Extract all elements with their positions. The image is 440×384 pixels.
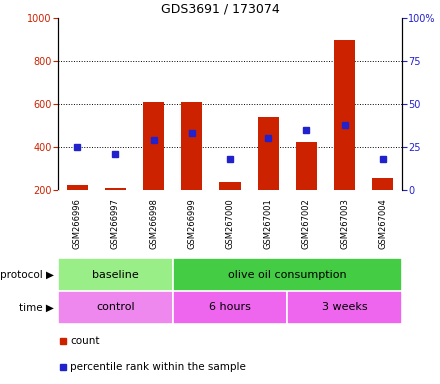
Text: 3 weeks: 3 weeks [322,303,367,313]
Text: GSM267000: GSM267000 [226,199,235,249]
Text: percentile rank within the sample: percentile rank within the sample [70,362,246,372]
Text: olive oil consumption: olive oil consumption [228,270,347,280]
Text: GSM267002: GSM267002 [302,199,311,249]
Bar [66,185,88,190]
Bar [372,178,393,190]
Text: 6 hours: 6 hours [209,303,251,313]
Text: protocol ▶: protocol ▶ [0,270,54,280]
Text: control: control [96,303,135,313]
Text: GDS3691 / 173074: GDS3691 / 173074 [161,2,279,15]
Bar [172,291,287,324]
Text: time ▶: time ▶ [19,303,54,313]
Bar [287,291,402,324]
Text: GSM267004: GSM267004 [378,199,387,249]
Bar [58,258,172,291]
Text: count: count [70,336,99,346]
Text: GSM266999: GSM266999 [187,199,196,249]
Bar [220,182,241,190]
Text: GSM267001: GSM267001 [264,199,273,249]
Bar [172,258,402,291]
Bar [181,102,202,190]
Text: GSM266997: GSM266997 [111,199,120,250]
Text: GSM266998: GSM266998 [149,199,158,250]
Bar [105,188,126,190]
Text: baseline: baseline [92,270,139,280]
Bar [58,291,172,324]
Text: GSM267003: GSM267003 [340,199,349,250]
Bar [296,142,317,190]
Bar [143,102,164,190]
Text: GSM266996: GSM266996 [73,199,81,250]
Bar [258,117,279,190]
Bar [334,40,355,190]
